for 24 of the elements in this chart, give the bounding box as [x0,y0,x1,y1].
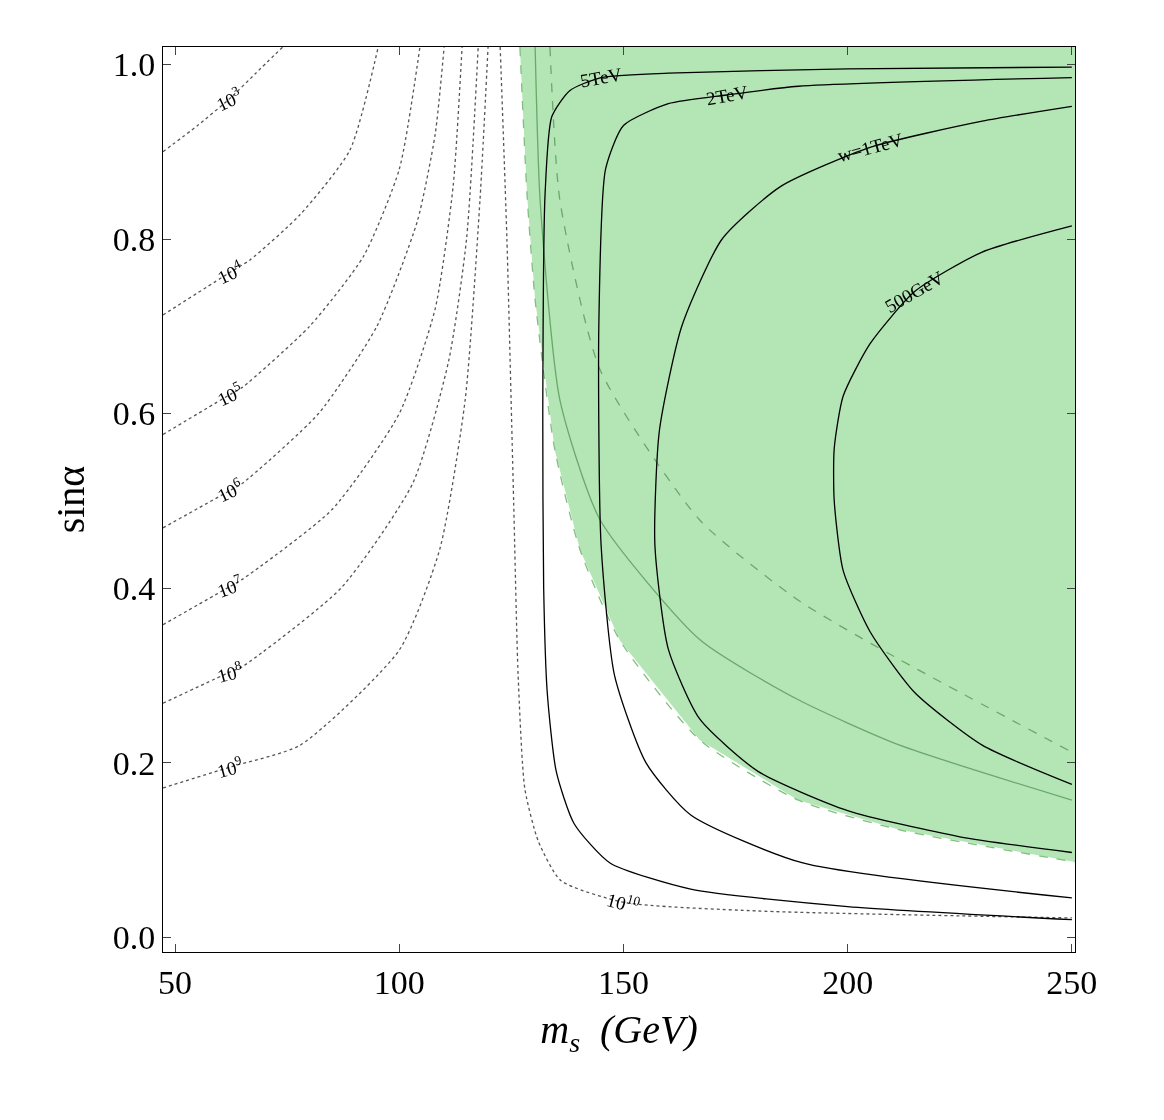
line-series [163,47,284,153]
y-tick-label: 0.8 [112,220,156,258]
line-series [163,47,445,529]
y-axis-title: sinα [48,465,94,534]
line-series [654,105,1073,854]
line-series [163,47,463,626]
annotation: 2TeV [704,81,750,110]
x-axis-title: m$_{s}$ (GeV) [540,1007,698,1058]
y-tick-label: 0.6 [112,395,156,433]
y-tick-label: 0.2 [112,744,156,782]
annotation: w=1TeV [835,128,906,167]
line-series [163,47,379,316]
x-tick-label: 50 [158,963,193,1001]
y-tick-label: 0.0 [112,919,156,957]
x-tick-label: 100 [373,963,425,1001]
line-series [832,225,1073,786]
x-tick-label: 200 [822,963,874,1001]
annotation: 5TeV [578,63,624,92]
line-series [163,47,421,436]
annotation: 10$^{10}$ [604,886,643,918]
x-tick-label: 150 [597,963,649,1001]
y-tick-label: 0.4 [112,569,156,607]
y-tick-label: 1.0 [112,46,156,84]
x-tick-label: 250 [1046,963,1098,1001]
